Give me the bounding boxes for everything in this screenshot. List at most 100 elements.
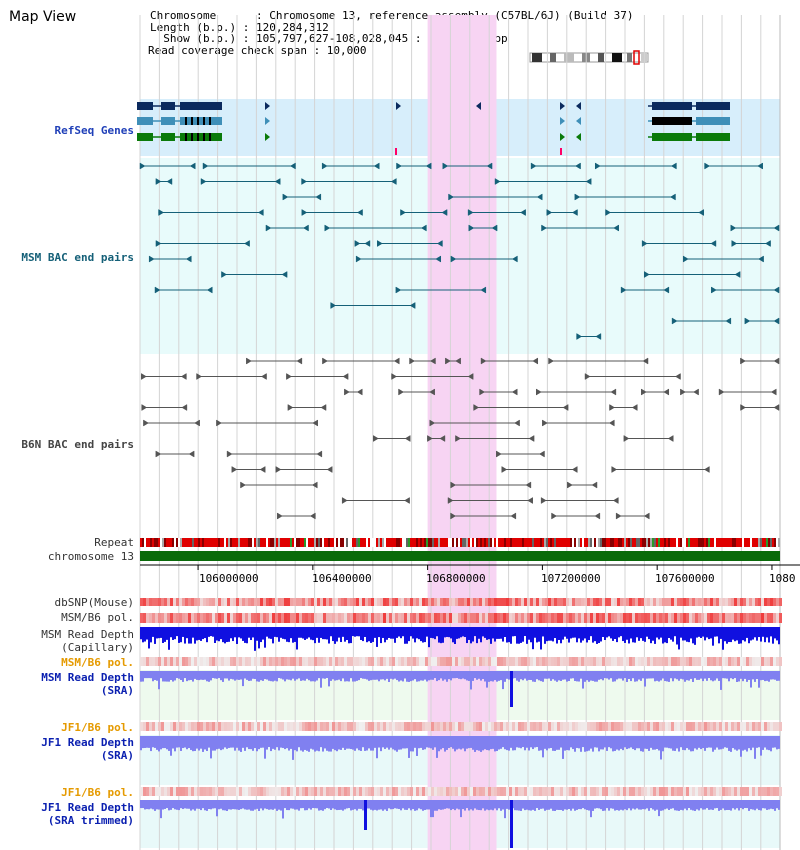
msm-b6-pol-bin	[437, 613, 440, 623]
msm-depth-capillary-bin	[774, 627, 776, 639]
b6n-bac-end	[344, 388, 350, 396]
msm-b6-pol-bin	[542, 613, 545, 623]
msm-depth-sra-bin	[436, 671, 438, 682]
msm-depth-capillary-bin	[650, 627, 652, 644]
b6n-bac-end	[181, 404, 188, 411]
repeat-bin	[422, 538, 424, 547]
msm-depth-sra-bin	[354, 671, 356, 682]
msm-depth-capillary-bin	[688, 627, 690, 643]
jf1-depth-trim-bin	[164, 800, 166, 809]
jf1-b6-pol-bin	[614, 722, 617, 731]
jf1-depth-sra-bin	[702, 736, 704, 749]
jf1-depth-trim-bin	[706, 800, 708, 809]
jf1-b6-pol-bin	[359, 722, 362, 731]
dbsnp-bin	[779, 598, 782, 606]
axis-tick-label: 106400000	[312, 572, 372, 585]
msm-depth-sra-bin	[438, 671, 440, 681]
jf1-b6-pol-trim-bin	[695, 787, 698, 796]
msm-depth-capillary-bin	[382, 627, 384, 638]
msm-depth-capillary-bin	[234, 627, 236, 638]
jf1-b6-pol-bin	[617, 722, 620, 731]
msm-depth-sra-bin	[392, 671, 394, 680]
msm-depth-capillary-bin	[484, 627, 486, 638]
msm-b6-pol-sra-bin	[506, 657, 509, 666]
msm-depth-capillary-bin	[696, 627, 698, 638]
jf1-b6-pol-trim-bin	[272, 787, 275, 796]
jf1-depth-trim-bin	[670, 800, 672, 809]
msm-b6-pol-bin	[515, 613, 518, 623]
repeat-bin	[274, 538, 276, 547]
msm-depth-sra-bin	[458, 671, 460, 679]
msm-depth-sra-bin	[386, 671, 388, 679]
msm-bac-end	[710, 240, 717, 247]
jf1-depth-trim-bin	[616, 800, 618, 811]
jf1-depth-trim-bin	[602, 800, 604, 811]
msm-depth-sra-bin	[266, 671, 268, 680]
b6n-bac-end	[571, 466, 578, 473]
msm-b6-pol-bin	[608, 613, 611, 623]
msm-depth-capillary-bin	[500, 627, 502, 639]
jf1-depth-trim-bin	[460, 800, 462, 818]
msm-b6-pol-sra-bin	[215, 657, 218, 666]
repeat-bin	[280, 538, 282, 547]
repeat-bin	[546, 538, 548, 547]
repeat-bin	[452, 538, 454, 547]
msm-b6-pol-sra-bin	[638, 657, 641, 666]
msm-bac-end	[669, 193, 676, 201]
dbsnp-bin	[287, 598, 290, 606]
msm-b6-pol-bin	[581, 613, 584, 623]
msm-depth-sra-bin	[206, 671, 208, 682]
jf1-depth-sra-bin	[202, 736, 204, 752]
jf1-depth-sra-bin	[598, 736, 600, 752]
jf1-depth-trim-bin	[712, 800, 714, 810]
jf1-depth-trim-bin	[264, 800, 266, 809]
msm-b6-pol-sra-bin	[182, 657, 185, 666]
jf1-depth-trim-bin	[596, 800, 598, 809]
jf1-depth-trim-bin	[310, 800, 312, 810]
msm-depth-capillary-bin	[458, 627, 460, 639]
msm-depth-capillary-bin	[384, 627, 386, 643]
msm-depth-sra-bin	[690, 671, 692, 679]
jf1-depth-trim-bin	[760, 800, 762, 811]
msm-b6-pol-bin	[755, 613, 758, 623]
dbsnp-bin	[587, 598, 590, 606]
msm-depth-sra-bin	[714, 671, 716, 681]
msm-b6-pol-sra-bin	[617, 657, 620, 666]
msm-b6-pol-sra-bin	[263, 657, 266, 666]
msm-b6-pol-sra-bin	[218, 657, 221, 666]
jf1-b6-pol-trim-bin	[398, 787, 401, 796]
gene-arrow	[560, 117, 565, 125]
msm-depth-capillary-bin	[710, 627, 712, 639]
msm-depth-sra-bin	[350, 671, 352, 679]
msm-depth-sra-bin	[302, 671, 304, 681]
jf1-b6-pol-bin	[491, 722, 494, 731]
dbsnp-bin	[488, 598, 491, 606]
repeat-bin	[512, 538, 514, 547]
jf1-depth-sra-bin	[678, 736, 680, 752]
msm-depth-sra-bin	[370, 671, 372, 681]
msm-depth-capillary-bin	[508, 627, 510, 643]
jf1-b6-pol-trim-bin	[671, 787, 674, 796]
msm-depth-capillary-bin	[490, 627, 492, 644]
jf1-b6-pol-bin	[302, 722, 305, 731]
msm-b6-pol-sra-bin	[200, 657, 203, 666]
msm-depth-capillary-bin	[168, 627, 170, 650]
repeat-bin	[412, 538, 414, 547]
jf1-depth-sra-bin	[182, 736, 184, 749]
repeat-bin	[552, 538, 554, 547]
msm-depth-sra-bin	[484, 671, 486, 682]
msm-depth-capillary-bin	[162, 627, 164, 643]
msm-depth-capillary-bin	[206, 627, 208, 643]
jf1-b6-pol-trim-bin	[548, 787, 551, 796]
repeat-bin	[636, 538, 638, 547]
msm-bac-end	[773, 286, 780, 294]
jf1-b6-pol-trim-bin	[182, 787, 185, 796]
msm-b6-pol-bin	[605, 613, 608, 623]
jf1-depth-sra-bin	[376, 736, 378, 759]
jf1-b6-pol-bin	[155, 722, 158, 731]
msm-b6-pol-bin	[260, 613, 263, 623]
jf1-depth-sra-bin	[288, 736, 290, 751]
jf1-b6-pol-bin	[245, 722, 248, 731]
msm-depth-sra-bin	[232, 671, 234, 680]
